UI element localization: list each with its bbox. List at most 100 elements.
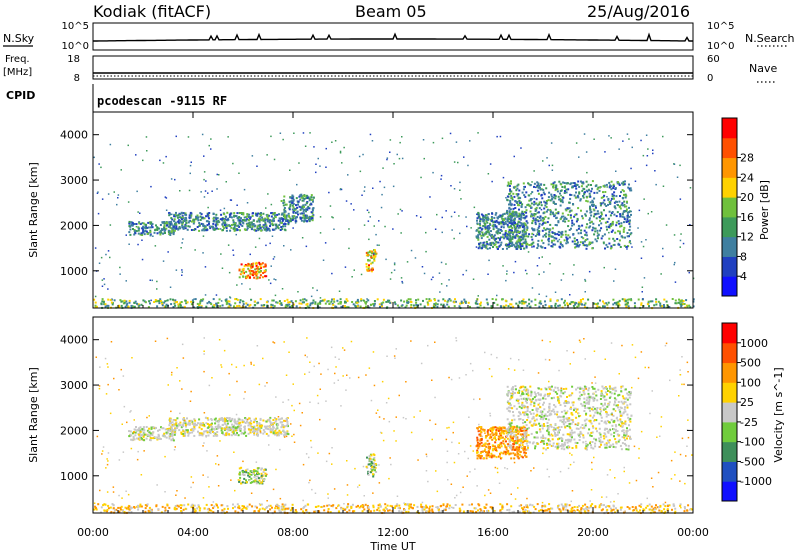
power-ylabel: Slant Range [km] — [27, 162, 40, 258]
echo-point — [538, 423, 540, 425]
echo-point — [207, 207, 209, 209]
echo-point — [606, 444, 608, 446]
echo-point — [571, 429, 573, 431]
echo-point — [608, 302, 610, 304]
nave-tick-top-right: 60 — [707, 54, 720, 65]
echo-point — [589, 208, 591, 210]
echo-point — [592, 441, 594, 443]
echo-point — [640, 140, 642, 142]
echo-point — [300, 213, 302, 215]
echo-point — [478, 430, 480, 432]
echo-point — [572, 185, 574, 187]
echo-point — [627, 417, 629, 419]
echo-point — [597, 237, 599, 239]
echo-point — [490, 244, 492, 246]
echo-point — [629, 233, 631, 235]
echo-point — [496, 217, 498, 219]
echo-point — [190, 165, 192, 167]
echo-point — [239, 467, 241, 469]
echo-point — [289, 201, 291, 203]
echo-point — [313, 197, 315, 199]
echo-point — [292, 227, 294, 229]
echo-point — [394, 264, 396, 266]
echo-point — [500, 136, 502, 138]
echo-point — [152, 431, 154, 433]
echo-point — [586, 223, 588, 225]
echo-point — [492, 246, 494, 248]
echo-point — [390, 278, 392, 280]
echo-point — [400, 300, 402, 302]
echo-point — [262, 276, 264, 278]
echo-point — [585, 239, 587, 241]
echo-point — [237, 420, 239, 422]
echo-point — [301, 220, 303, 222]
echo-point — [310, 303, 312, 305]
echo-point — [157, 430, 159, 432]
echo-point — [120, 301, 122, 303]
echo-point — [459, 190, 461, 192]
echo-point — [424, 273, 426, 275]
echo-point — [457, 162, 459, 164]
echo-point — [224, 219, 226, 221]
echo-point — [129, 229, 131, 231]
echo-point — [532, 217, 534, 219]
echo-point — [481, 438, 483, 440]
echo-point — [603, 303, 605, 305]
echo-point — [600, 398, 602, 400]
range-tick-label: 1000 — [60, 265, 88, 278]
echo-point — [552, 212, 554, 214]
echo-point — [568, 202, 570, 204]
echo-point — [374, 300, 376, 302]
echo-point — [490, 230, 492, 232]
echo-point — [207, 302, 209, 304]
echo-point — [401, 277, 403, 279]
echo-point — [293, 215, 295, 217]
echo-point — [281, 222, 283, 224]
velocity-echoes — [93, 337, 693, 514]
echo-point — [521, 243, 523, 245]
echo-point — [302, 299, 304, 301]
echo-point — [589, 271, 591, 273]
echo-point — [680, 233, 682, 235]
echo-point — [226, 212, 228, 214]
echo-point — [332, 304, 334, 306]
echo-point — [227, 220, 229, 222]
echo-point — [553, 201, 555, 203]
echo-point — [211, 426, 213, 428]
echo-point — [549, 224, 551, 226]
echo-point — [340, 152, 342, 154]
echo-point — [555, 303, 557, 305]
echo-point — [300, 218, 302, 220]
echo-point — [130, 434, 132, 436]
echo-point — [512, 236, 514, 238]
echo-point — [139, 213, 141, 215]
echo-point — [274, 214, 276, 216]
echo-point — [203, 431, 205, 433]
echo-point — [555, 184, 557, 186]
echo-point — [585, 423, 587, 425]
echo-point — [538, 185, 540, 187]
echo-point — [111, 302, 113, 304]
echo-point — [311, 194, 313, 196]
echo-point — [303, 132, 305, 134]
echo-point — [191, 432, 193, 434]
echo-point — [176, 269, 178, 271]
echo-point — [191, 221, 193, 223]
echo-point — [252, 215, 254, 217]
echo-point — [258, 477, 260, 479]
echo-point — [230, 304, 232, 306]
echo-point — [516, 448, 518, 450]
echo-point — [535, 187, 537, 189]
echo-point — [282, 139, 284, 141]
echo-point — [304, 217, 306, 219]
echo-point — [394, 262, 396, 264]
echo-point — [274, 256, 276, 258]
echo-point — [372, 188, 374, 190]
echo-point — [215, 217, 217, 219]
echo-point — [476, 236, 478, 238]
echo-point — [526, 227, 528, 229]
echo-point — [179, 220, 181, 222]
echo-point — [561, 216, 563, 218]
echo-point — [540, 215, 542, 217]
echo-point — [238, 422, 240, 424]
